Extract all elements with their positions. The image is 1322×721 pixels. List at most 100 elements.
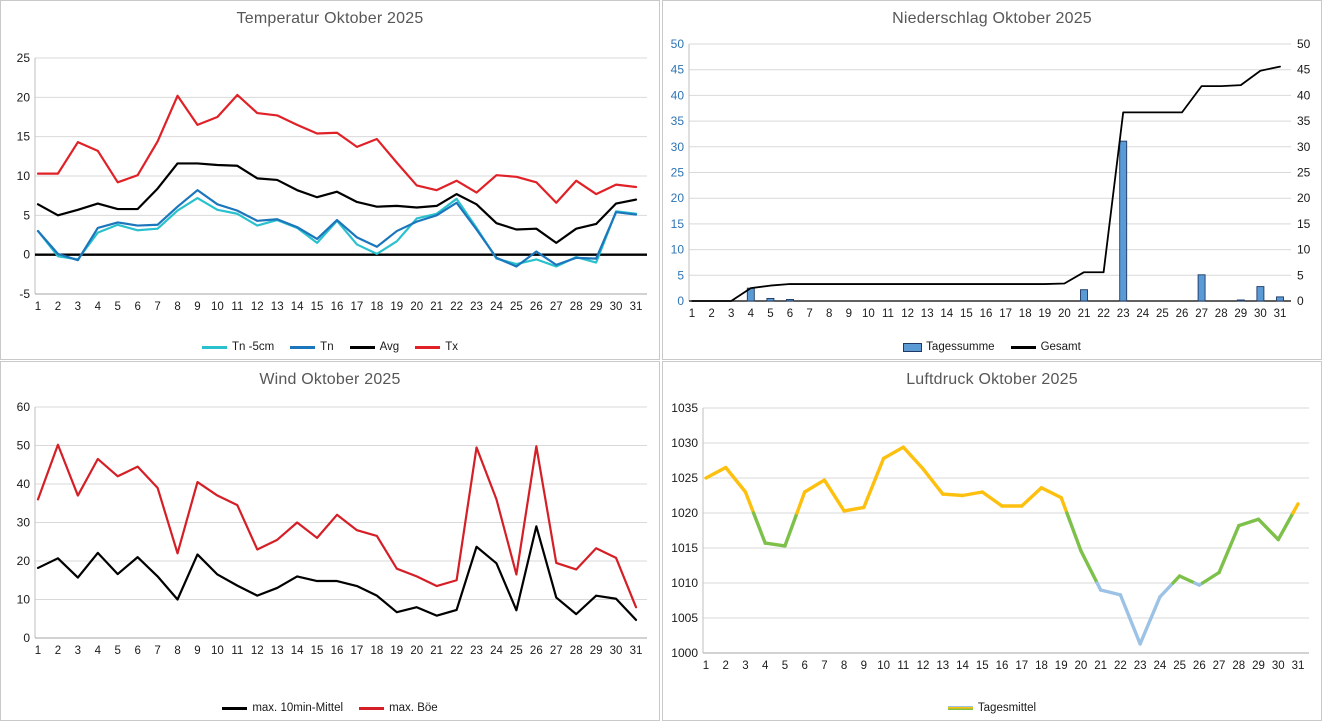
svg-text:25: 25 (510, 645, 523, 657)
svg-text:10: 10 (877, 660, 890, 672)
svg-text:16: 16 (996, 660, 1009, 672)
svg-text:5: 5 (767, 308, 773, 320)
legend-item: Tn -5cm (202, 341, 274, 353)
legend-line-swatch (222, 706, 248, 710)
svg-text:12: 12 (917, 660, 930, 672)
svg-text:21: 21 (1078, 308, 1091, 320)
svg-text:0: 0 (677, 294, 684, 308)
svg-text:27: 27 (1195, 308, 1208, 320)
svg-text:16: 16 (331, 645, 344, 657)
svg-text:9: 9 (194, 301, 200, 313)
svg-text:-5: -5 (19, 287, 30, 301)
svg-text:50: 50 (1297, 37, 1311, 51)
svg-text:40: 40 (671, 88, 685, 102)
svg-text:10: 10 (17, 169, 31, 183)
svg-text:3: 3 (75, 301, 81, 313)
svg-text:8: 8 (174, 645, 180, 657)
svg-text:35: 35 (1297, 114, 1311, 128)
svg-text:7: 7 (154, 301, 160, 313)
svg-text:20: 20 (410, 301, 423, 313)
chart-title-temperature: Temperatur Oktober 2025 (236, 10, 424, 27)
svg-text:11: 11 (231, 645, 243, 657)
svg-text:1010: 1010 (671, 576, 698, 590)
svg-text:29: 29 (1252, 660, 1265, 672)
panel-precipitation: Niederschlag Oktober 2025 0 0 5 5 10 10 15 15 20… (662, 0, 1322, 360)
svg-text:22: 22 (450, 301, 463, 313)
svg-text:2: 2 (55, 645, 61, 657)
precipitation-legend: Tagessumme Gesamt (663, 335, 1321, 359)
svg-text:25: 25 (17, 51, 31, 65)
svg-text:23: 23 (470, 645, 483, 657)
wind-legend: max. 10min-Mittel max. Böe (1, 696, 659, 720)
svg-text:5: 5 (677, 268, 684, 282)
svg-text:10: 10 (862, 308, 875, 320)
svg-text:28: 28 (1232, 660, 1245, 672)
svg-text:2: 2 (708, 308, 714, 320)
legend-item: Avg (349, 341, 400, 353)
svg-text:19: 19 (390, 301, 403, 313)
svg-text:5: 5 (782, 660, 788, 672)
svg-text:23: 23 (470, 301, 483, 313)
svg-text:27: 27 (1213, 660, 1226, 672)
svg-text:6: 6 (134, 645, 140, 657)
svg-text:26: 26 (1193, 660, 1206, 672)
legend-label: Avg (379, 341, 400, 353)
svg-text:10: 10 (1297, 243, 1311, 257)
svg-text:4: 4 (95, 301, 102, 313)
legend-label: Tx (445, 341, 458, 353)
legend-line-swatch (202, 345, 227, 349)
svg-text:14: 14 (291, 301, 304, 313)
svg-text:5: 5 (1297, 268, 1304, 282)
svg-text:15: 15 (311, 301, 324, 313)
svg-text:11: 11 (231, 301, 243, 313)
legend-label: Tn (320, 341, 334, 353)
svg-text:15: 15 (671, 217, 685, 231)
svg-text:2: 2 (55, 301, 61, 313)
svg-text:1025: 1025 (671, 471, 698, 485)
svg-text:13: 13 (921, 308, 934, 320)
svg-text:25: 25 (510, 301, 523, 313)
svg-text:1000: 1000 (671, 646, 698, 660)
svg-text:17: 17 (999, 308, 1012, 320)
svg-text:4: 4 (748, 308, 755, 320)
svg-text:10: 10 (211, 645, 224, 657)
svg-text:17: 17 (1015, 660, 1028, 672)
legend-line-swatch (290, 345, 316, 349)
svg-text:10: 10 (17, 593, 31, 607)
svg-text:18: 18 (370, 301, 383, 313)
legend-line-swatch (359, 706, 385, 710)
svg-text:16: 16 (331, 301, 344, 313)
svg-text:50: 50 (17, 439, 31, 453)
svg-text:4: 4 (762, 660, 769, 672)
svg-text:24: 24 (1153, 660, 1166, 672)
svg-text:20: 20 (17, 554, 31, 568)
svg-text:26: 26 (530, 301, 543, 313)
svg-text:28: 28 (570, 301, 583, 313)
svg-text:45: 45 (1297, 63, 1311, 77)
svg-text:29: 29 (590, 645, 603, 657)
svg-text:31: 31 (1292, 660, 1305, 672)
svg-text:14: 14 (956, 660, 969, 672)
svg-text:1: 1 (689, 308, 695, 320)
legend-label: Gesamt (1040, 341, 1081, 353)
svg-text:20: 20 (1058, 308, 1071, 320)
svg-text:0: 0 (23, 631, 30, 645)
svg-text:3: 3 (728, 308, 734, 320)
svg-text:11: 11 (897, 660, 909, 672)
panel-pressure: Luftdruck Oktober 2025 1000 1005 1010 1015 1… (662, 361, 1322, 721)
svg-text:21: 21 (1094, 660, 1107, 672)
svg-text:18: 18 (1035, 660, 1048, 672)
svg-text:12: 12 (251, 301, 264, 313)
svg-text:19: 19 (1038, 308, 1051, 320)
svg-text:35: 35 (671, 114, 685, 128)
svg-text:7: 7 (806, 308, 812, 320)
legend-item: max. Böe (359, 702, 438, 714)
svg-text:31: 31 (1274, 308, 1287, 320)
svg-text:9: 9 (861, 660, 867, 672)
svg-text:6: 6 (134, 301, 140, 313)
svg-text:15: 15 (1297, 217, 1311, 231)
